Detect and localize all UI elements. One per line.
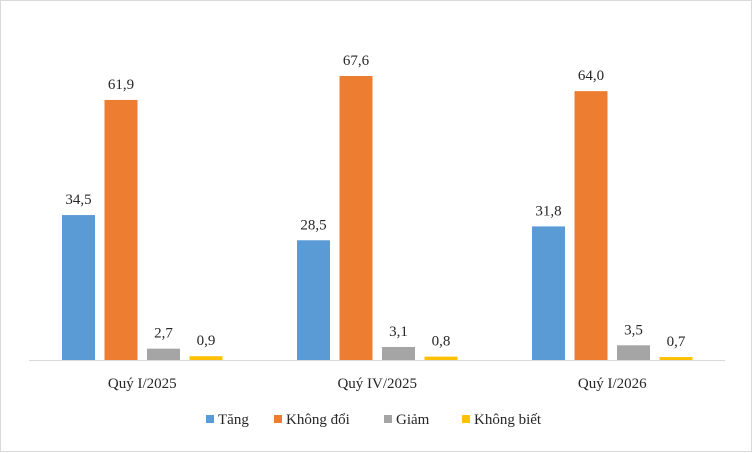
data-label-1-1: 34,5 [65,192,91,208]
category-label-3: Quý I/2026 [578,376,647,392]
data-label-3-3: 3,5 [624,322,643,338]
legend-label-3: Giảm [396,412,430,428]
legend: Tăng Không đổi Giảm Không biết [206,412,542,428]
category-labels-group: Quý I/2025 Quý IV/2025 Quý I/2026 [108,376,647,392]
data-label-2-2: 67,6 [343,53,370,69]
bar-2-4 [424,356,458,360]
bar-1-2 [104,99,138,360]
bar-2-2 [339,76,373,360]
bars-group [62,76,693,360]
category-label-1: Quý I/2025 [108,376,177,392]
legend-label-2: Không đổi [286,412,350,428]
data-label-1-2: 61,9 [108,77,134,93]
legend-swatch-1 [206,415,214,423]
data-label-2-4: 0,8 [432,334,451,350]
data-label-3-1: 31,8 [535,203,561,219]
bar-2-3 [382,346,415,360]
bar-3-3 [617,345,650,360]
category-label-2: Quý IV/2025 [337,376,417,392]
bar-1-1 [62,215,95,360]
bar-2-1 [297,240,330,360]
data-label-2-3: 3,1 [389,324,408,340]
data-label-1-3: 2,7 [154,326,173,342]
data-label-2-1: 28,5 [300,217,326,233]
bar-3-2 [574,91,608,360]
bar-3-4 [659,357,693,360]
legend-label-1: Tăng [218,412,249,428]
bar-1-3 [147,348,180,360]
legend-swatch-2 [274,415,282,423]
data-label-3-4: 0,7 [667,334,686,350]
bar-1-4 [189,356,223,360]
bar-3-1 [532,226,565,360]
legend-swatch-4 [462,415,470,423]
data-label-3-2: 64,0 [578,68,604,84]
legend-label-4: Không biết [474,412,542,428]
data-labels-group: 34,5 61,9 2,7 0,9 28,5 67,6 3,1 0,8 31,8 64,0 3,5 0… [65,53,686,350]
legend-swatch-3 [384,415,392,423]
data-label-1-4: 0,9 [197,333,216,349]
